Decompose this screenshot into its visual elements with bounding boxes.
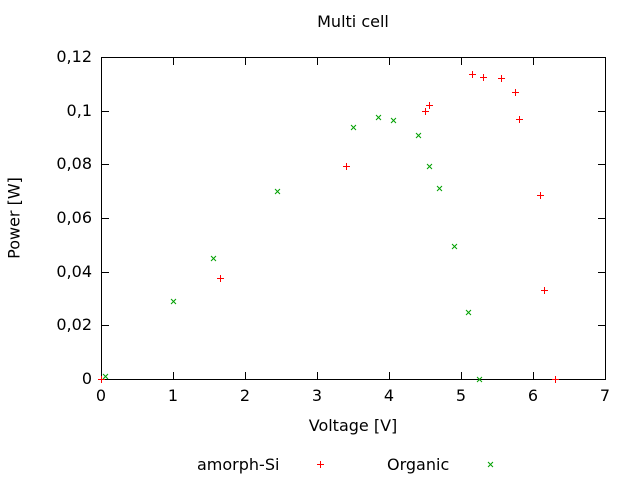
x-tick xyxy=(245,372,246,379)
x-tick-mirror xyxy=(173,58,174,65)
y-axis-label: Power [W] xyxy=(4,177,24,259)
x-tick-label: 6 xyxy=(527,386,539,405)
legend-marker-plus-icon xyxy=(317,460,324,468)
x-tick-mirror xyxy=(101,58,102,65)
data-point-plus-icon xyxy=(541,287,548,294)
y-tick-label: 0 xyxy=(81,369,92,388)
y-tick xyxy=(102,111,109,112)
x-tick-label: 2 xyxy=(239,386,251,405)
y-tick xyxy=(102,57,109,58)
x-tick xyxy=(533,372,534,379)
y-tick-mirror xyxy=(598,325,605,326)
x-tick-label: 0 xyxy=(95,386,107,405)
x-tick-mirror xyxy=(245,58,246,65)
y-tick-mirror xyxy=(598,164,605,165)
legend-label: amorph-Si xyxy=(197,454,280,474)
x-tick-label: 7 xyxy=(599,386,611,405)
x-tick-label: 4 xyxy=(383,386,395,405)
y-tick-mirror xyxy=(598,379,605,380)
y-tick-mirror xyxy=(598,111,605,112)
data-point-plus-icon xyxy=(516,116,523,123)
y-tick-mirror xyxy=(598,272,605,273)
x-tick-label: 1 xyxy=(167,386,179,405)
x-tick xyxy=(317,372,318,379)
legend-entry: Organic xyxy=(387,454,496,474)
data-point-plus-icon xyxy=(512,89,519,96)
x-tick-label: 3 xyxy=(311,386,323,405)
x-tick-label: 5 xyxy=(455,386,467,405)
x-tick-mirror xyxy=(533,58,534,65)
data-point-plus-icon xyxy=(217,275,224,282)
data-point-plus-icon xyxy=(426,102,433,109)
y-tick-label: 0,02 xyxy=(56,315,92,334)
y-tick-mirror xyxy=(598,218,605,219)
x-axis-label: Voltage [V] xyxy=(308,416,398,435)
y-tick xyxy=(102,218,109,219)
x-tick xyxy=(389,372,390,379)
x-tick-mirror xyxy=(461,58,462,65)
data-point-plus-icon xyxy=(498,75,505,82)
x-tick xyxy=(605,372,606,379)
y-tick-label: 0,12 xyxy=(56,47,92,66)
y-tick xyxy=(102,164,109,165)
data-point-plus-icon xyxy=(343,163,350,170)
x-tick xyxy=(173,372,174,379)
data-point-plus-icon xyxy=(98,376,105,383)
data-point-plus-icon xyxy=(552,376,559,383)
legend-marker-cross-icon xyxy=(486,459,496,469)
data-point-plus-icon xyxy=(422,108,429,115)
legend-label: Organic xyxy=(387,454,450,474)
x-tick-mirror xyxy=(317,58,318,65)
x-tick xyxy=(461,372,462,379)
y-tick-label: 0,08 xyxy=(56,154,92,173)
x-tick-mirror xyxy=(389,58,390,65)
y-tick xyxy=(102,272,109,273)
data-point-plus-icon xyxy=(469,71,476,78)
y-tick-label: 0,1 xyxy=(66,101,92,120)
data-point-plus-icon xyxy=(480,74,487,81)
plot-area xyxy=(101,57,606,380)
x-tick-mirror xyxy=(605,58,606,65)
y-tick-label: 0,04 xyxy=(56,262,92,281)
chart-title: Multi cell xyxy=(317,12,389,31)
y-tick-mirror xyxy=(598,57,605,58)
y-tick xyxy=(102,325,109,326)
legend-entry: amorph-Si xyxy=(197,454,324,474)
data-point-plus-icon xyxy=(537,192,544,199)
y-tick-label: 0,06 xyxy=(56,208,92,227)
